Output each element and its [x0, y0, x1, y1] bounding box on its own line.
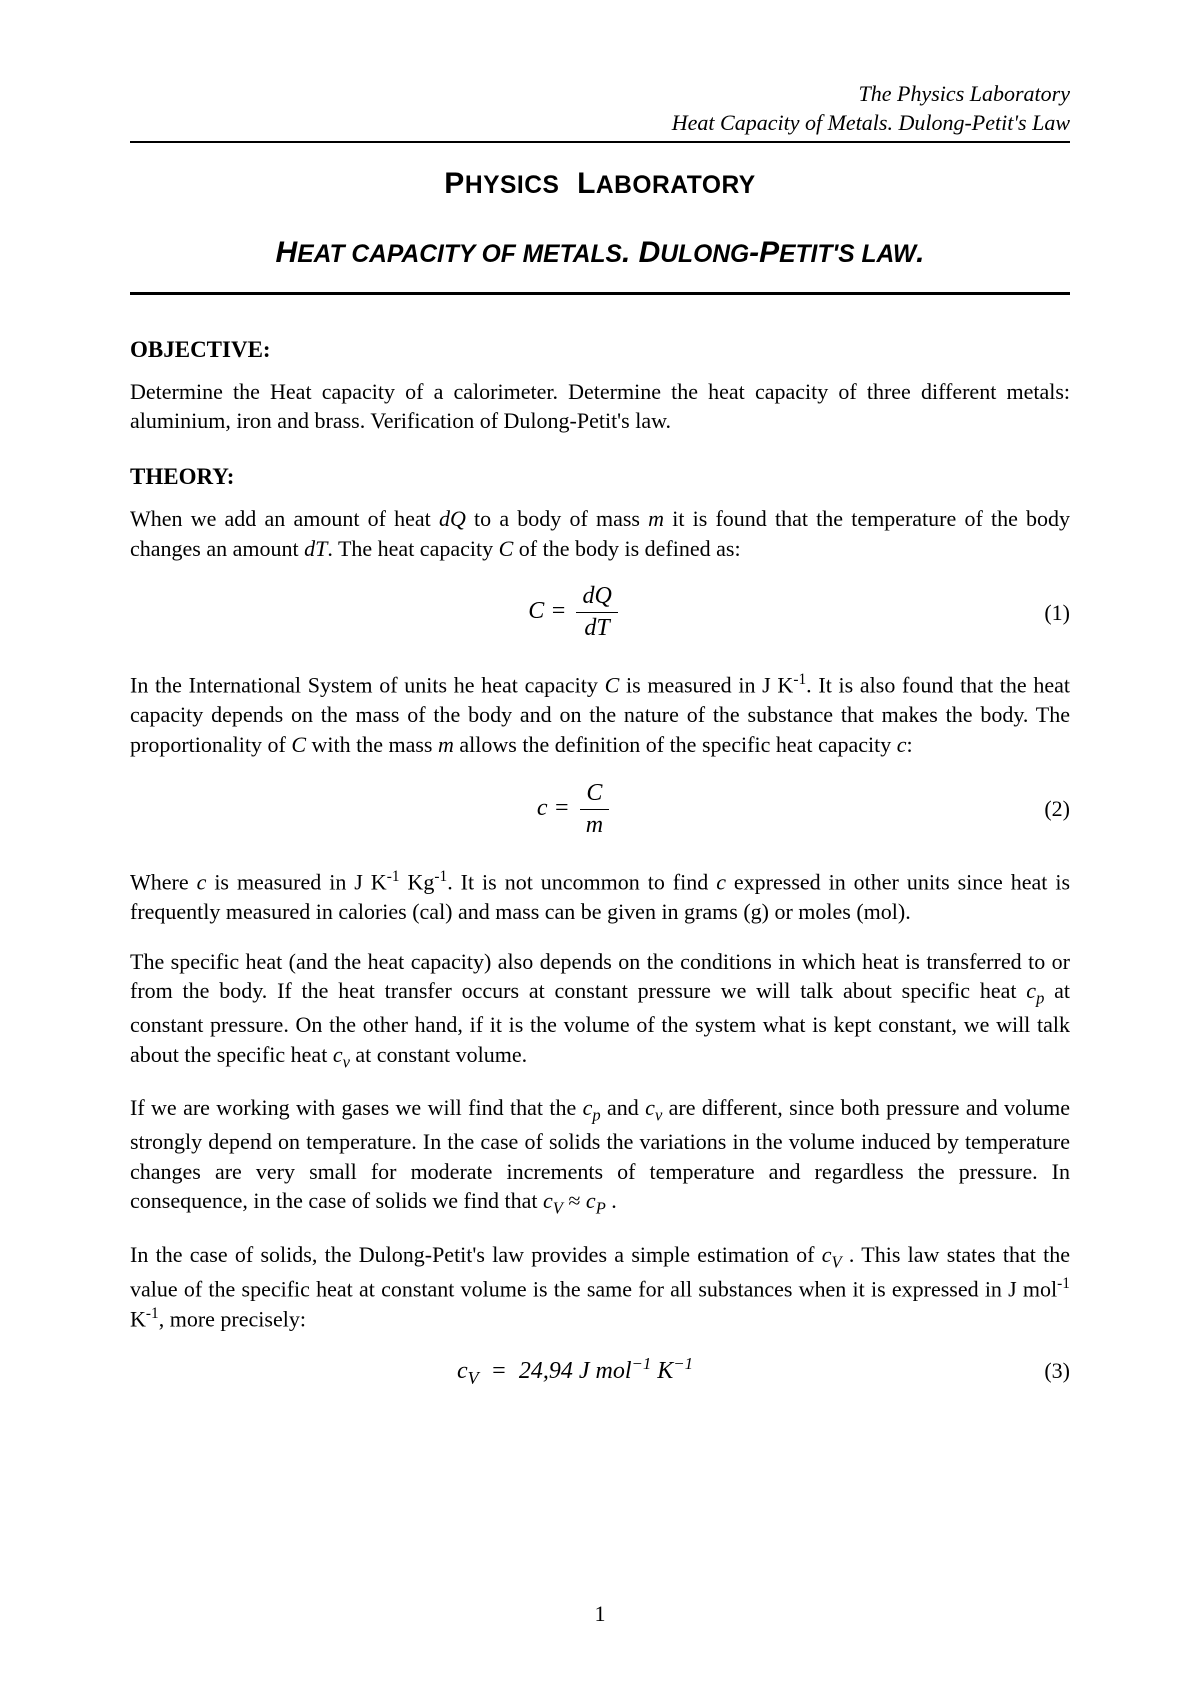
- theory-p6: In the case of solids, the Dulong-Petit'…: [130, 1240, 1070, 1334]
- objective-text: Determine the Heat capacity of a calorim…: [130, 377, 1070, 436]
- theory-p1: When we add an amount of heat dQ to a bo…: [130, 504, 1070, 563]
- eq3-tag: (3): [1020, 1358, 1070, 1384]
- equation-3: cV = 24,94 J mol−1 K−1 (3): [130, 1354, 1070, 1389]
- running-header: The Physics Laboratory Heat Capacity of …: [130, 80, 1070, 143]
- eq1-tag: (1): [1020, 600, 1070, 626]
- header-line1: The Physics Laboratory: [130, 80, 1070, 109]
- header-line2: Heat Capacity of Metals. Dulong-Petit's …: [130, 109, 1070, 138]
- objective-heading: OBJECTIVE:: [130, 337, 1070, 363]
- sub-title: HEAT CAPACITY OF METALS. DULONG-PETIT'S …: [130, 233, 1070, 295]
- main-title: PHYSICS LABORATORY: [130, 167, 1070, 201]
- eq2-tag: (2): [1020, 796, 1070, 822]
- theory-p4: The specific heat (and the heat capacity…: [130, 947, 1070, 1074]
- theory-p3: Where c is measured in J K-1 Kg-1. It is…: [130, 867, 1070, 927]
- equation-1: C = dQdT (1): [130, 583, 1070, 642]
- equation-2: c = Cm (2): [130, 780, 1070, 839]
- page-number: 1: [0, 1601, 1200, 1627]
- theory-p5: If we are working with gases we will fin…: [130, 1093, 1070, 1220]
- theory-p2: In the International System of units he …: [130, 670, 1070, 759]
- theory-heading: THEORY:: [130, 464, 1070, 490]
